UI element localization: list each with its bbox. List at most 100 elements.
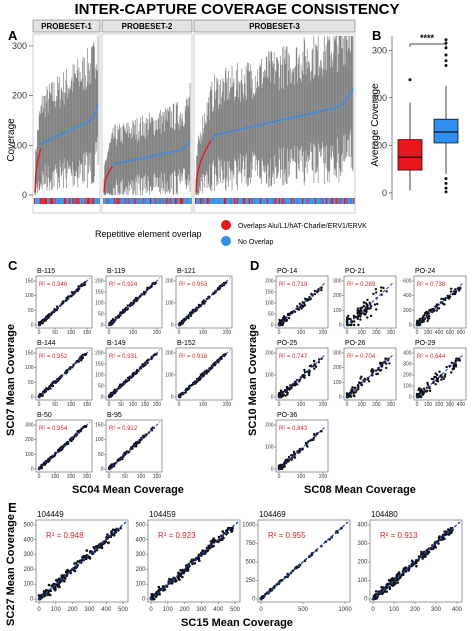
scatter-ytick-label: 0: [142, 597, 146, 603]
overlap-rug-tick: [40, 198, 42, 204]
significance-label: ****: [420, 33, 435, 43]
scatter-point: [351, 388, 354, 391]
overlap-rug-tick: [330, 198, 332, 204]
scatter-point: [143, 364, 146, 367]
overlap-rug-tick: [353, 198, 355, 204]
scatter-xtick-label: 100: [424, 402, 433, 408]
regression-line: [107, 277, 161, 327]
regression-line: [415, 353, 465, 399]
overlap-rug-tick: [196, 198, 198, 204]
scatter-panel-title: B-149: [107, 340, 126, 347]
scatter-point: [117, 315, 120, 318]
overlap-rug-tick: [316, 198, 318, 204]
significance-bracket: [409, 43, 447, 47]
scatter-point: [150, 429, 153, 432]
r-squared-label: R² = 0.931: [109, 354, 138, 360]
scatter-xtick-label: 150: [83, 330, 92, 336]
scatter-point: [379, 361, 382, 365]
scatter-ytick-label: 100: [95, 437, 104, 443]
scatter-point: [131, 444, 135, 448]
scatter-point: [286, 393, 289, 396]
scatter-point: [445, 530, 448, 534]
overlap-rug-tick: [159, 198, 161, 204]
overlap-rug-tick: [197, 198, 199, 204]
scatter-point: [308, 369, 311, 373]
scatter-point: [369, 307, 372, 310]
overlap-rug-tick: [74, 198, 76, 204]
panel-e-ylabel: SC27 Mean Coverage: [5, 514, 17, 626]
scatter-point: [450, 531, 453, 534]
scatter-point: [286, 386, 289, 389]
overlap-rug-tick: [309, 198, 311, 204]
scatter-point: [119, 526, 122, 530]
overlap-rug-tick: [187, 198, 189, 204]
scatter-xtick-label: 0: [346, 402, 349, 408]
scatter-panel-title: 104480: [371, 510, 398, 519]
overlap-rug-tick: [171, 198, 173, 204]
scatter-point: [347, 314, 350, 318]
overlap-rug-tick: [226, 198, 228, 204]
regression-line: [107, 349, 161, 399]
scatter-point: [448, 297, 451, 300]
scatter-ytick-label: 150: [25, 351, 34, 357]
scatter-xtick-label: 200: [67, 474, 76, 480]
scatter-point: [427, 317, 431, 320]
scatter-point: [422, 387, 426, 390]
scatter-point: [320, 357, 323, 360]
scatter-point: [374, 593, 377, 596]
overlap-rug-tick: [184, 198, 186, 204]
scatter-point: [348, 395, 351, 398]
facet-strip-label: PROBESET-2: [122, 22, 173, 31]
overlap-rug-tick: [310, 198, 312, 204]
scatter-point: [112, 533, 116, 537]
scatter-point: [382, 586, 385, 589]
overlap-rug-tick: [299, 198, 301, 204]
scatter-xtick-label: 100: [199, 330, 208, 336]
scatter-point: [359, 377, 362, 380]
overlap-rug-tick: [50, 198, 52, 204]
scatter-point: [437, 542, 440, 545]
overlap-rug-tick: [134, 198, 136, 204]
scatter-xtick-label: 200: [319, 474, 328, 480]
overlap-rug-tick: [347, 198, 349, 204]
box-body: [433, 118, 459, 144]
overlap-rug-tick: [46, 198, 48, 204]
overlap-rug-tick: [58, 198, 60, 204]
scatter-point: [438, 535, 441, 538]
scatter-point: [290, 454, 293, 457]
scatter-point: [376, 372, 380, 375]
overlap-rug-tick: [79, 198, 81, 204]
scatter-point: [353, 395, 356, 398]
scatter-xtick-label: 100: [67, 330, 76, 336]
scatter-point: [428, 389, 432, 393]
scatter-point: [100, 546, 104, 550]
scatter-point: [415, 565, 418, 568]
scatter-point: [91, 552, 95, 555]
overlap-rug-tick: [288, 198, 290, 204]
overlap-rug-tick: [65, 198, 67, 204]
scatter-xtick-label: 0: [178, 402, 181, 408]
overlap-rug-tick: [210, 198, 212, 204]
scatter-point: [123, 452, 126, 455]
scatter-point: [442, 377, 445, 381]
scatter-point: [104, 540, 107, 544]
scatter-point: [299, 306, 302, 309]
overlap-rug-tick: [285, 198, 287, 204]
scatter-point: [445, 365, 448, 369]
scatter-xtick-label: 0: [278, 330, 281, 336]
scatter-point: [353, 320, 356, 323]
scatter-ytick-label: 200: [403, 308, 412, 314]
overlap-rug-tick: [289, 198, 291, 204]
scatter-point: [41, 394, 44, 397]
overlap-rug-tick: [147, 198, 149, 204]
overlap-rug-tick: [257, 198, 259, 204]
overlap-rug-tick: [327, 198, 329, 204]
scatter-point: [369, 314, 373, 318]
panel-a-coverage-profiles: Coverage 0 100 200 300 PROBESET-1 PROBESET-2 P…: [6, 19, 356, 214]
scatter-point: [309, 298, 312, 301]
panel-letter-e: E: [8, 500, 17, 515]
scatter-point: [360, 375, 363, 378]
overlap-rug-tick: [135, 198, 137, 204]
scatter-ytick-label: 0: [409, 323, 412, 329]
scatter-point: [303, 368, 306, 372]
